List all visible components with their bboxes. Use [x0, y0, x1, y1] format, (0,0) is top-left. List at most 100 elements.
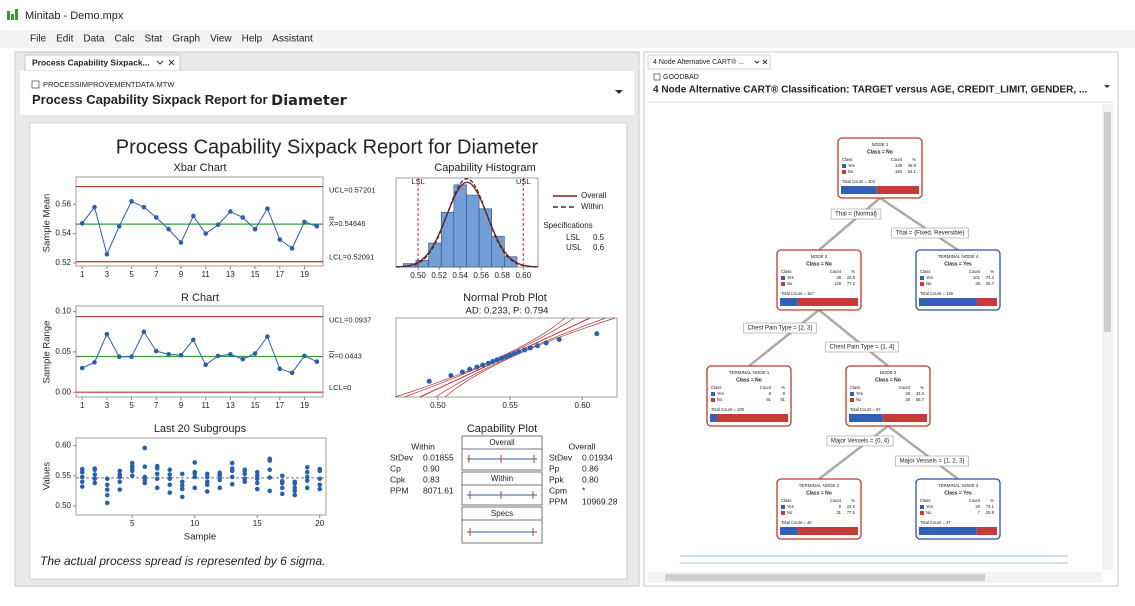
point — [292, 485, 298, 491]
left-header — [20, 71, 634, 115]
point — [179, 471, 185, 477]
tree-title: 4 Node Alternative CART® Classification:… — [653, 85, 1088, 96]
node-total: Total Count = 27 — [920, 520, 951, 525]
point — [104, 492, 110, 498]
row-count: 101 — [973, 275, 981, 280]
x-tick-label: 0.54 — [452, 271, 468, 280]
worksheet-icon — [31, 80, 40, 89]
x-tick-label: 0.60 — [515, 271, 531, 280]
tree-node[interactable] — [845, 365, 931, 427]
point — [79, 479, 85, 485]
point — [92, 476, 98, 482]
menu-item[interactable]: Calc — [114, 34, 134, 45]
stat-name: PPM — [390, 485, 408, 495]
x-tick-label: 17 — [275, 401, 284, 410]
point — [314, 359, 320, 364]
point — [79, 365, 85, 371]
series-line — [81, 200, 317, 256]
x-tick-label: 1 — [80, 270, 85, 279]
stat-value: * — [582, 485, 586, 495]
row-name: No — [787, 281, 793, 286]
tab-icons[interactable] — [156, 59, 175, 66]
edge-label-box — [895, 455, 969, 467]
node-class: Class = No — [867, 149, 893, 155]
y-tick-label: 0.54 — [55, 229, 71, 238]
x-tick-label: 0.56 — [473, 271, 489, 280]
right-tab-label[interactable]: 4 Node Alternative CART® ... — [653, 58, 744, 66]
edge-label-box — [826, 435, 894, 447]
tree-node[interactable] — [915, 478, 1001, 540]
class-bar — [797, 298, 858, 306]
point — [154, 471, 160, 477]
column-header: Count — [969, 498, 981, 503]
node-title: NODE 3 — [880, 370, 897, 375]
menu-item[interactable]: Graph — [172, 34, 200, 45]
tree-edge — [879, 196, 959, 252]
node-title: TERMINAL NODE 4 — [938, 254, 979, 259]
row-pct: 56.7 — [916, 397, 925, 402]
point — [104, 251, 110, 257]
column-header: Count — [830, 269, 842, 274]
class-bar — [919, 298, 977, 306]
v-scroll-thumb[interactable] — [1104, 112, 1111, 332]
dropdown[interactable] — [615, 90, 623, 94]
x-tick-label: 3 — [105, 401, 110, 410]
v-scrollbar[interactable] — [1102, 104, 1113, 570]
class-bar — [797, 527, 858, 535]
point — [302, 353, 307, 359]
point — [153, 348, 159, 354]
point — [242, 476, 248, 482]
right-tab[interactable] — [647, 54, 771, 70]
point — [204, 471, 210, 477]
hist-title: Capability Histogram — [434, 162, 535, 174]
app-icon — [7, 9, 18, 20]
menu-item[interactable]: View — [210, 34, 232, 45]
point — [279, 485, 285, 491]
menu-item[interactable]: Help — [242, 34, 263, 45]
edge-label: Major Vessels = {0, 4} — [831, 439, 889, 445]
x-tick-label: 0.60 — [575, 401, 591, 410]
menu-item[interactable]: Stat — [145, 34, 163, 45]
point — [104, 331, 110, 337]
stat-value: 10969.28 — [582, 496, 618, 506]
menu-item[interactable]: Assistant — [272, 34, 313, 45]
tree-node[interactable] — [915, 249, 1001, 311]
row-name: No — [717, 397, 723, 402]
menu-item[interactable]: File — [30, 34, 47, 45]
tree-node[interactable] — [837, 137, 923, 199]
stats-title: Within — [411, 441, 435, 451]
dropdown[interactable] — [1104, 85, 1110, 88]
left-tab-label[interactable]: Process Capability Sixpack... — [32, 57, 150, 67]
row-count: 20 — [975, 504, 980, 509]
point — [254, 469, 260, 475]
class-bar — [780, 298, 798, 306]
menu-item[interactable]: Edit — [56, 34, 73, 45]
column-header: Class — [781, 269, 791, 274]
point — [229, 474, 235, 480]
point — [179, 479, 185, 485]
point — [167, 476, 173, 482]
y-tick-label: 0.00 — [55, 387, 71, 396]
tree-node[interactable] — [776, 478, 862, 540]
point — [104, 487, 110, 492]
h-scroll-thumb[interactable] — [665, 574, 985, 581]
stat-value: 0.83 — [423, 474, 440, 484]
stats-title: Overall — [569, 441, 596, 451]
point — [166, 226, 171, 232]
point — [153, 215, 159, 220]
point — [240, 356, 246, 362]
menu-item[interactable]: Data — [83, 34, 105, 45]
class-swatch — [920, 505, 924, 509]
point — [265, 206, 270, 211]
tree-node[interactable] — [776, 249, 862, 311]
tree-edge — [818, 197, 881, 251]
spec-name: LSL — [566, 233, 581, 242]
class-swatch — [711, 392, 715, 396]
tab-icons[interactable] — [754, 59, 768, 65]
row-pct: 22.8 — [847, 275, 856, 280]
stat-name: StDev — [390, 452, 414, 462]
x-tick-label: 0.52 — [431, 271, 447, 280]
row-count: 29 — [905, 391, 910, 396]
capplot-title: Capability Plot — [467, 423, 537, 435]
tree-node[interactable] — [706, 365, 792, 427]
